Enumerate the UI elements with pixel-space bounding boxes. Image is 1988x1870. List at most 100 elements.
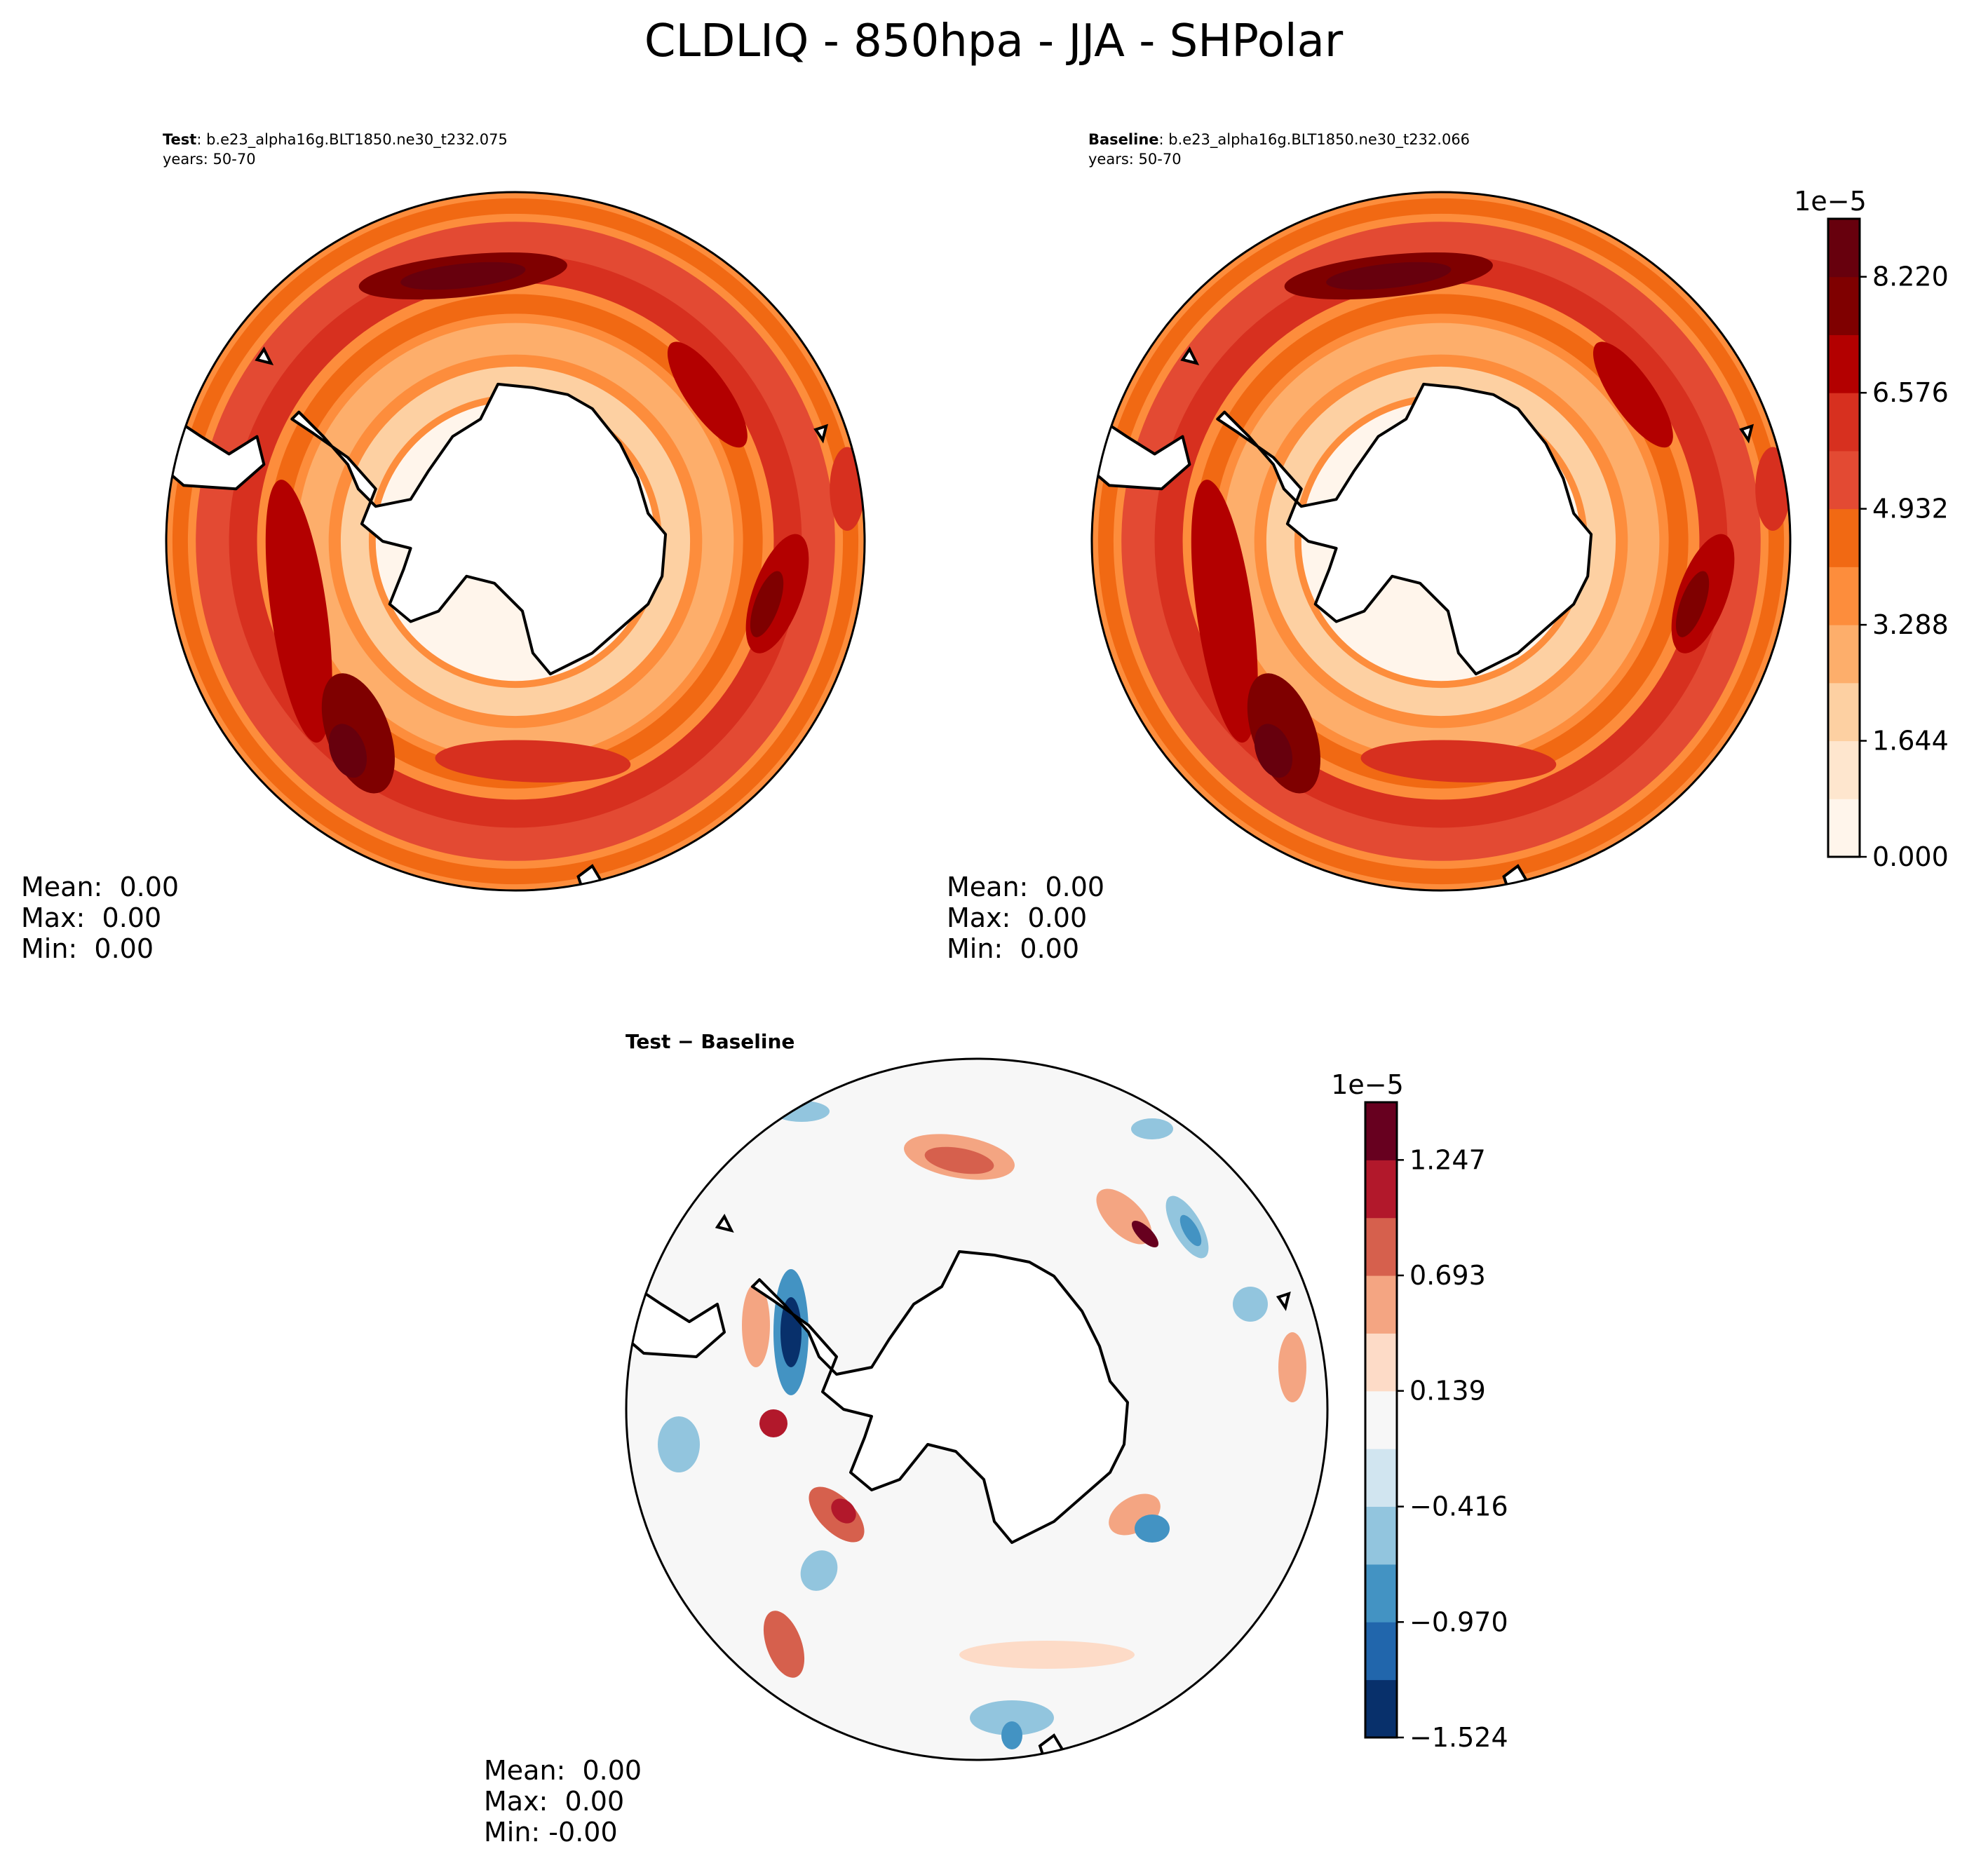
test-antarctica-coast bbox=[290, 382, 668, 676]
diff-colorbar-tick-label-5: 1.247 bbox=[1409, 1144, 1486, 1175]
baseline-label-rest: : b.e23_alpha16g.BLT1850.ne30_t232.066 bbox=[1159, 131, 1470, 149]
test-label-rest: : b.e23_alpha16g.BLT1850.ne30_t232.075 bbox=[196, 131, 508, 149]
diff-island-coast-0 bbox=[715, 1214, 734, 1233]
test-storm-maximum-5 bbox=[265, 480, 332, 743]
diff-colorbar-tick-label-1: −0.970 bbox=[1409, 1606, 1508, 1637]
diff-anomaly-13 bbox=[763, 1611, 805, 1678]
diff-antarctica-coast bbox=[751, 1250, 1129, 1544]
diff-colorbar-swatch-3 bbox=[1365, 1506, 1397, 1565]
test-storm-maximum-7 bbox=[328, 724, 367, 778]
main-colorbar-tick-label-0: 0.000 bbox=[1872, 841, 1949, 872]
diff-anomaly-12 bbox=[800, 1550, 838, 1591]
main-colorbar-swatch-4 bbox=[1828, 567, 1860, 625]
diff-anomaly-22 bbox=[658, 1416, 700, 1472]
diff-anomaly-20 bbox=[970, 1700, 1054, 1735]
test-storm-maximum-9 bbox=[830, 447, 865, 531]
main-colorbar-tick-label-3: 4.932 bbox=[1872, 494, 1949, 524]
baseline-island-coast-1 bbox=[1739, 424, 1754, 444]
baseline-map bbox=[1092, 192, 1790, 890]
main-colorbar: 0.000 1.644 3.288 4.932 6.576 8.220 bbox=[1827, 217, 1949, 872]
diff-colorbar-tick-label-0: −1.524 bbox=[1409, 1722, 1508, 1753]
diff-stats: Mean: 0.00 Max: 0.00 Min: -0.00 bbox=[484, 1755, 642, 1848]
baseline-storm-maximum-4 bbox=[1675, 571, 1710, 637]
diff-colorbar-swatch-7 bbox=[1365, 1275, 1397, 1334]
baseline-contour-ring-5 bbox=[1266, 366, 1616, 717]
baseline-storm-maximum-9 bbox=[1755, 447, 1790, 531]
diff-colorbar-tick-label-3: 0.139 bbox=[1409, 1376, 1486, 1407]
diff-colorbar-swatch-0 bbox=[1365, 1679, 1397, 1738]
diff-anomaly-11 bbox=[831, 1498, 856, 1524]
diff-colorbar-exponent: 1e−5 bbox=[1331, 1069, 1404, 1100]
baseline-contour-ring-1 bbox=[1121, 222, 1761, 861]
diff-anomaly-1 bbox=[924, 1146, 994, 1174]
diff-anomaly-15 bbox=[1135, 1515, 1170, 1543]
main-colorbar-swatch-3 bbox=[1828, 625, 1860, 684]
test-stat-max: Max: 0.00 bbox=[21, 902, 161, 933]
diff-colorbar-swatch-10 bbox=[1365, 1102, 1397, 1160]
baseline-storm-maximum-5 bbox=[1191, 480, 1258, 743]
test-map-border bbox=[165, 191, 866, 892]
diff-anomaly-18 bbox=[1131, 1118, 1173, 1139]
baseline-island-coast-0 bbox=[1180, 346, 1200, 366]
diff-anomaly-8 bbox=[742, 1283, 770, 1367]
diff-colorbar: −1.524 −0.970 −0.416 0.139 0.693 1.247 bbox=[1364, 1101, 1508, 1753]
test-panel-label: Test: b.e23_alpha16g.BLT1850.ne30_t232.0… bbox=[163, 131, 508, 149]
baseline-antarctica-coast bbox=[1216, 382, 1593, 676]
main-colorbar-swatch-8 bbox=[1828, 334, 1860, 393]
baseline-storm-maximum-7 bbox=[1254, 724, 1293, 778]
main-colorbar-frame bbox=[1827, 217, 1861, 858]
diff-colorbar-swatch-5 bbox=[1365, 1390, 1397, 1449]
main-colorbar-swatch-1 bbox=[1828, 740, 1860, 799]
diff-stat-min: Min: -0.00 bbox=[484, 1817, 618, 1848]
diff-colorbar-frame bbox=[1364, 1101, 1398, 1739]
main-colorbar-tick-label-1: 1.644 bbox=[1872, 726, 1949, 757]
baseline-stat-min: Min: 0.00 bbox=[947, 933, 1079, 964]
test-years: years: 50-70 bbox=[163, 151, 256, 168]
main-colorbar-swatch-2 bbox=[1828, 682, 1860, 742]
test-storm-maximum-4 bbox=[750, 571, 784, 637]
test-contour-ring-0 bbox=[172, 198, 859, 885]
main-colorbar-tick-label-4: 6.576 bbox=[1872, 377, 1949, 408]
main-colorbar-swatch-0 bbox=[1828, 799, 1860, 858]
diff-colorbar-tick-label-4: 0.693 bbox=[1409, 1260, 1486, 1291]
baseline-stats: Mean: 0.00 Max: 0.00 Min: 0.00 bbox=[947, 872, 1104, 964]
main-colorbar-swatch-9 bbox=[1828, 276, 1860, 335]
test-storm-maximum-8 bbox=[435, 740, 631, 782]
test-island-coast-1 bbox=[813, 424, 829, 444]
diff-anomaly-7 bbox=[780, 1297, 802, 1367]
diff-colorbar-swatch-6 bbox=[1365, 1333, 1397, 1392]
baseline-stat-max: Max: 0.00 bbox=[947, 902, 1087, 933]
diff-stat-max: Max: 0.00 bbox=[484, 1786, 624, 1817]
main-colorbar-exponent: 1e−5 bbox=[1794, 186, 1867, 217]
main-colorbar-tick-label-5: 8.220 bbox=[1872, 262, 1949, 292]
baseline-label-bold: Baseline bbox=[1088, 131, 1159, 148]
diff-colorbar-swatch-8 bbox=[1365, 1217, 1397, 1276]
diff-colorbar-tick-label-2: −0.416 bbox=[1409, 1491, 1508, 1522]
main-colorbar-swatch-5 bbox=[1828, 508, 1860, 567]
diff-anomaly-3 bbox=[1131, 1220, 1159, 1248]
diff-island-coast-1 bbox=[1276, 1291, 1291, 1311]
test-storm-maximum-2 bbox=[667, 341, 748, 448]
baseline-years: years: 50-70 bbox=[1088, 151, 1182, 168]
diff-colorbar-swatch-2 bbox=[1365, 1564, 1397, 1622]
test-contour-ring-1 bbox=[196, 222, 835, 861]
test-storm-maximum-1 bbox=[400, 262, 526, 290]
baseline-stat-mean: Mean: 0.00 bbox=[947, 872, 1104, 902]
baseline-map-border bbox=[1090, 191, 1792, 892]
test-stat-mean: Mean: 0.00 bbox=[21, 872, 179, 902]
baseline-storm-maximum-1 bbox=[1326, 262, 1452, 290]
diff-panel-label: Test − Baseline bbox=[626, 1030, 794, 1053]
test-island-coast-0 bbox=[255, 346, 274, 366]
diff-anomaly-23 bbox=[959, 1641, 1135, 1669]
baseline-panel-label: Baseline: b.e23_alpha16g.BLT1850.ne30_t2… bbox=[1088, 131, 1470, 149]
test-map bbox=[166, 192, 865, 890]
diff-anomaly-9 bbox=[759, 1409, 787, 1437]
main-colorbar-swatch-7 bbox=[1828, 393, 1860, 452]
diff-colorbar-swatch-4 bbox=[1365, 1449, 1397, 1507]
baseline-storm-maximum-8 bbox=[1360, 740, 1557, 782]
test-contour-ring-5 bbox=[340, 366, 691, 717]
diff-anomaly-16 bbox=[1278, 1332, 1306, 1402]
main-colorbar-swatch-6 bbox=[1828, 450, 1860, 510]
diff-anomaly-21 bbox=[1001, 1721, 1022, 1749]
